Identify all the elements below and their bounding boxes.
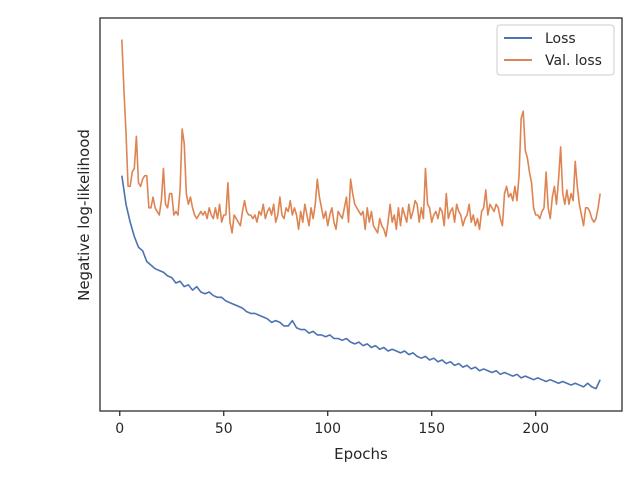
x-tick-label: 150 [418,421,445,437]
legend-label-val-loss: Val. loss [545,53,602,69]
series-layer [121,39,601,390]
x-tick-label: 100 [314,421,341,437]
x-tick-label: 0 [115,421,124,437]
x-tick-label: 50 [215,421,233,437]
legend: Loss Val. loss [496,24,615,76]
x-tick-label: 200 [522,421,549,437]
series-line-val-loss [121,39,601,238]
y-axis-label: Negative log-likelihood [75,129,93,301]
series-line-loss [121,175,601,390]
legend-label-loss: Loss [545,31,576,47]
x-axis-label: Epochs [334,445,388,463]
x-axis: 0 50 100 150 200 [115,411,549,437]
